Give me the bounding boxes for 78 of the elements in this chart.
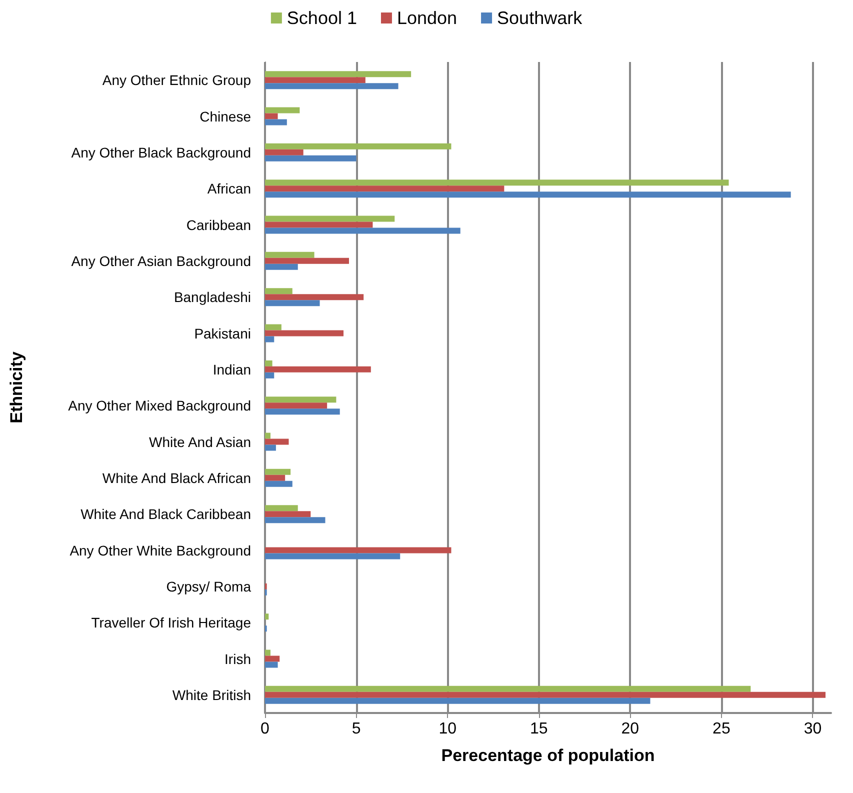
y-tick-label: Any Other Black Background [71, 144, 251, 160]
bar [265, 692, 826, 698]
bar [265, 480, 292, 487]
bar [265, 396, 336, 403]
x-tick-label: 30 [804, 720, 822, 738]
y-tick-label: White British [172, 686, 251, 703]
bar [265, 192, 791, 198]
bar [265, 650, 270, 656]
bar [265, 222, 373, 228]
x-tick-label: 10 [438, 720, 457, 738]
bar [265, 686, 751, 692]
bar [265, 336, 274, 342]
bar [265, 505, 298, 512]
bar [265, 216, 395, 222]
y-tick-label: Irish [224, 650, 251, 667]
x-tick-label: 20 [621, 720, 640, 738]
bar [265, 511, 311, 518]
bar [265, 402, 328, 409]
bar [265, 77, 366, 84]
bar [265, 468, 291, 475]
bar [265, 71, 412, 78]
bar [265, 252, 314, 258]
bar [265, 113, 278, 120]
bar [265, 330, 344, 336]
y-tick-label: Any Other Ethnic Group [102, 72, 252, 88]
bar [265, 517, 326, 524]
bar [265, 438, 289, 445]
bar [265, 258, 349, 264]
legend-label: London [396, 8, 458, 28]
bar [265, 547, 452, 554]
x-tick-label: 0 [260, 720, 270, 738]
bar [265, 149, 304, 156]
y-tick-label: Pakistani [194, 325, 251, 342]
y-tick-label: Any Other Asian Background [71, 252, 251, 269]
y-tick-label: Indian [212, 361, 251, 378]
y-tick-label: White And Black African [102, 470, 251, 486]
bar [265, 186, 504, 192]
legend-label: Southwark [497, 8, 584, 28]
bar [265, 360, 272, 366]
y-tick-label: Any Other Mixed Background [68, 398, 251, 414]
bar [265, 432, 270, 439]
bar [265, 143, 452, 150]
y-tick-label: Bangladeshi [174, 289, 251, 306]
bar [265, 180, 729, 186]
bar [265, 656, 280, 662]
y-tick-label: Caribbean [186, 216, 251, 233]
x-tick-label: 25 [712, 720, 730, 738]
bar [265, 228, 460, 234]
x-tick-label: 5 [352, 720, 361, 738]
y-tick-label: Chinese [200, 108, 252, 124]
y-tick-label: Gypsy/ Roma [166, 578, 252, 594]
y-tick-label: White And Asian [149, 434, 251, 450]
bar [265, 119, 287, 126]
bar [265, 300, 320, 306]
legend-label: School 1 [286, 8, 357, 28]
y-tick-label: Traveller Of Irish Heritage [91, 614, 252, 631]
y-tick-label: African [207, 180, 251, 197]
bar [265, 614, 269, 620]
y-axis-title: Ethnicity [7, 351, 26, 424]
bar [265, 264, 298, 270]
bar [265, 662, 278, 668]
bar [265, 444, 276, 451]
bar [265, 698, 650, 704]
bar [265, 324, 282, 330]
bar [265, 408, 340, 415]
bar [265, 107, 300, 114]
bar [265, 155, 356, 162]
bar [265, 294, 364, 300]
bar [265, 83, 398, 90]
bar [265, 553, 400, 560]
y-tick-label: White And Black Caribbean [80, 506, 251, 522]
y-tick-label: Any Other White Background [70, 542, 251, 558]
x-axis-title: Perecentage of population [441, 746, 655, 765]
bar [265, 372, 274, 378]
bar [265, 366, 371, 372]
bar [265, 288, 292, 294]
bar [265, 474, 286, 481]
x-tick-label: 15 [530, 720, 548, 738]
